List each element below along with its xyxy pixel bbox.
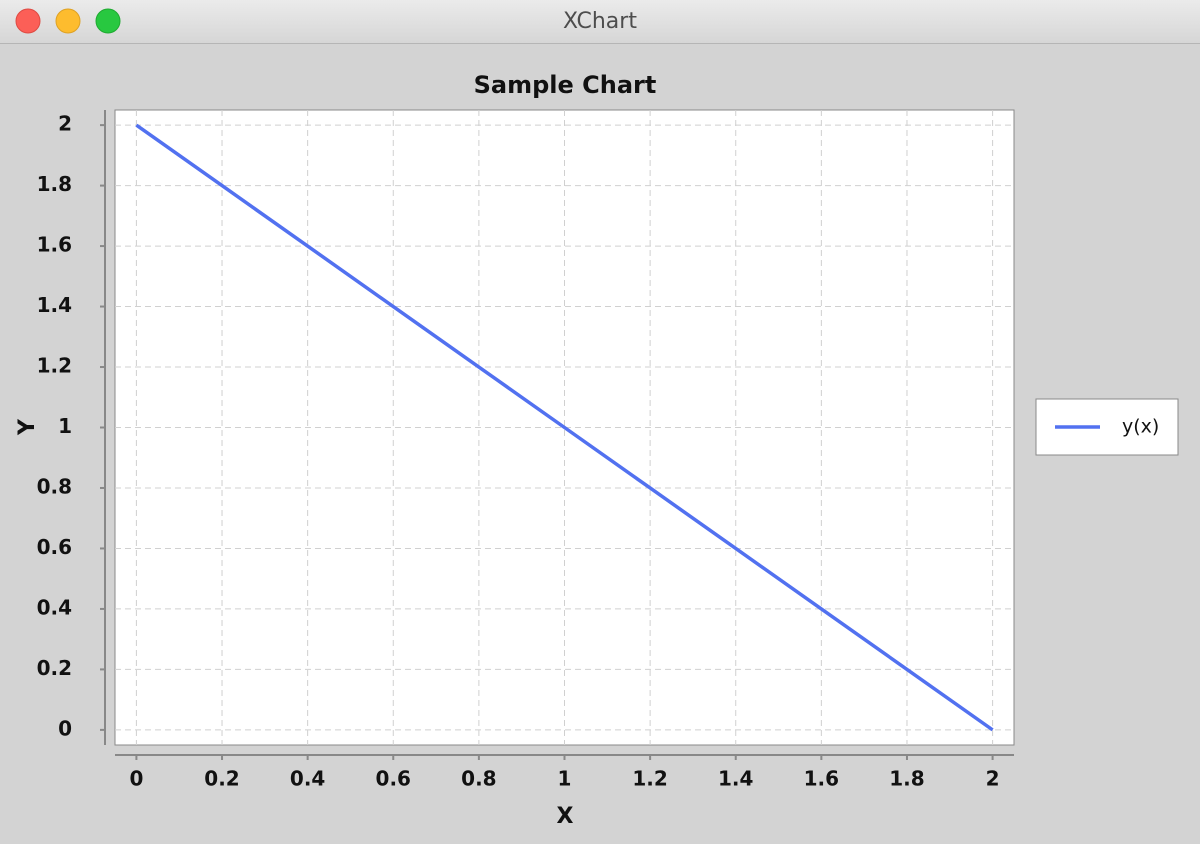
x-tick-label: 1.4 <box>718 767 753 791</box>
x-tick-label: 1 <box>558 767 572 791</box>
y-tick-label: 1.8 <box>37 172 72 196</box>
y-tick-label: 2 <box>58 112 72 136</box>
x-axis-label: X <box>557 804 574 829</box>
zoom-button[interactable] <box>95 8 121 34</box>
x-tick-label: 0.4 <box>290 767 325 791</box>
legend-label: y(x) <box>1122 416 1159 438</box>
x-tick-label: 1.2 <box>632 767 667 791</box>
window-title: XChart <box>563 9 637 34</box>
y-tick-label: 0.6 <box>37 535 72 559</box>
y-tick-label: 1.6 <box>37 233 72 257</box>
y-tick-label: 1.2 <box>37 354 72 378</box>
y-axis-label: Y <box>15 418 40 436</box>
data-line <box>135 123 994 732</box>
close-button[interactable] <box>15 8 41 34</box>
x-tick-label: 0.2 <box>204 767 239 791</box>
x-tick-label: 2 <box>986 767 1000 791</box>
y-tick-label: 1.4 <box>37 293 72 317</box>
y-tick-label: 0 <box>58 716 72 740</box>
y-tick-label: 0.8 <box>37 474 72 498</box>
y-tick-label: 0.4 <box>37 595 72 619</box>
x-tick-label: 1.8 <box>889 767 924 791</box>
x-tick-label: 0 <box>129 767 143 791</box>
x-tick-label: 0.8 <box>461 767 496 791</box>
title-bar <box>0 0 1200 43</box>
chart-title: Sample Chart <box>474 71 657 99</box>
y-tick-label: 0.2 <box>37 656 72 680</box>
x-tick-label: 1.6 <box>804 767 839 791</box>
minimize-button[interactable] <box>55 8 81 34</box>
y-tick-label: 1 <box>58 414 72 438</box>
x-tick-label: 0.6 <box>376 767 411 791</box>
